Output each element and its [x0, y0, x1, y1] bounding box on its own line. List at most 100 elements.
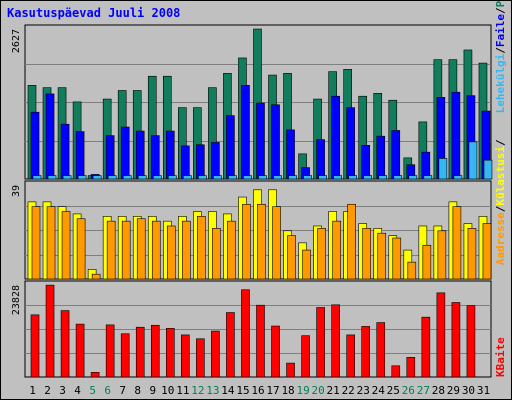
bar-middle-aadresse-24 [377, 232, 387, 280]
bar-top-faile-27 [421, 151, 431, 180]
bar-middle-aadresse-1 [31, 206, 41, 280]
bar-top-lehek-lgi-14 [228, 175, 237, 180]
x-tick-label-4: 4 [74, 384, 81, 397]
bar-top-lehek-lgi-23 [363, 175, 373, 180]
bar-bottom-kbaite-29 [451, 302, 461, 378]
bar-top-lehek-lgi-9 [152, 175, 162, 180]
legend-item-k-lastusi: Külastusi [494, 146, 507, 206]
bar-bottom-kbaite-7 [120, 333, 130, 378]
bar-bottom-kbaite-20 [316, 307, 325, 378]
bar-top-lehek-lgi-12 [198, 175, 207, 180]
bar-middle-aadresse-22 [347, 203, 356, 280]
bar-top-lehek-lgi-26 [408, 175, 418, 180]
bar-top-faile-7 [120, 126, 130, 180]
x-tick-label-12: 12 [191, 384, 204, 397]
bar-top-lehek-lgi-7 [122, 175, 132, 180]
bar-middle-aadresse-6 [106, 220, 116, 280]
x-tick-label-18: 18 [281, 384, 294, 397]
bar-top-faile-6 [105, 135, 115, 180]
bar-top-faile-21 [331, 95, 340, 180]
x-tick-label-16: 16 [251, 384, 264, 397]
bar-bottom-kbaite-9 [150, 324, 160, 378]
bar-top-lehek-lgi-25 [393, 175, 403, 180]
bar-middle-aadresse-12 [197, 216, 206, 280]
bar-top-faile-13 [211, 142, 220, 180]
bar-top-lehek-lgi-6 [107, 175, 117, 180]
x-tick-label-2: 2 [44, 384, 51, 397]
bar-bottom-kbaite-21 [331, 304, 340, 378]
x-tick-label-22: 22 [342, 384, 355, 397]
bar-top-lehek-lgi-28 [438, 158, 448, 180]
bar-bottom-kbaite-14 [226, 312, 235, 378]
bar-top-faile-15 [241, 85, 250, 180]
bar-middle-aadresse-26 [407, 261, 417, 280]
bar-top-faile-24 [376, 135, 386, 180]
bar-top-lehek-lgi-21 [333, 175, 342, 180]
bar-top-faile-29 [451, 91, 461, 180]
bar-middle-aadresse-18 [287, 235, 296, 280]
x-tick-label-9: 9 [149, 384, 156, 397]
bar-top-faile-8 [135, 130, 145, 180]
bar-bottom-kbaite-24 [376, 322, 386, 378]
bar-top-faile-14 [226, 115, 235, 180]
bar-middle-aadresse-19 [302, 249, 311, 280]
bar-middle-aadresse-25 [392, 237, 402, 280]
bar-middle-aadresse-14 [227, 220, 236, 280]
legend-item-aadresse: Aadresse [494, 212, 507, 265]
bar-top-lehek-lgi-20 [318, 175, 327, 180]
bar-bottom-kbaite-4 [75, 323, 85, 378]
x-tick-label-3: 3 [59, 384, 66, 397]
x-tick-label-24: 24 [372, 384, 386, 397]
bar-middle-aadresse-9 [151, 220, 161, 280]
bar-top-lehek-lgi-29 [453, 175, 463, 180]
y-axis-label-middle: 39 [11, 185, 22, 197]
bar-middle-aadresse-15 [242, 203, 251, 280]
legend-item-faile: Faile [494, 14, 507, 47]
bar-middle-aadresse-8 [136, 218, 146, 280]
chart-title: Kasutuspäevad Juuli 2008 [7, 6, 181, 20]
x-tick-label-6: 6 [104, 384, 111, 397]
bar-middle-aadresse-4 [76, 218, 86, 280]
bar-middle-aadresse-3 [61, 211, 71, 280]
bar-top-faile-1 [30, 111, 40, 180]
bar-top-faile-20 [316, 139, 325, 180]
bar-top-faile-23 [361, 145, 371, 180]
bar-bottom-kbaite-2 [45, 284, 55, 378]
bar-bottom-kbaite-5 [90, 372, 100, 378]
bar-top-lehek-lgi-27 [423, 175, 433, 180]
bar-bottom-kbaite-6 [105, 324, 115, 378]
bar-top-lehek-lgi-22 [348, 175, 357, 180]
bar-top-lehek-lgi-13 [213, 175, 222, 180]
bar-bottom-kbaite-17 [271, 325, 280, 378]
legend-separator: / [494, 47, 507, 54]
bar-top-lehek-lgi-11 [183, 175, 192, 180]
bar-middle-aadresse-2 [46, 206, 56, 280]
x-tick-label-20: 20 [312, 384, 325, 397]
bar-middle-aadresse-30 [467, 228, 477, 280]
bar-bottom-kbaite-23 [361, 326, 371, 378]
bar-bottom-kbaite-13 [211, 330, 220, 378]
bar-top-lehek-lgi-1 [32, 175, 42, 180]
bar-bottom-kbaite-16 [256, 304, 265, 378]
bar-top-faile-22 [346, 107, 355, 180]
bar-top-faile-17 [271, 104, 280, 180]
x-tick-label-29: 29 [447, 384, 460, 397]
x-tick-label-19: 19 [296, 384, 309, 397]
bar-top-faile-16 [256, 102, 265, 180]
bar-middle-aadresse-5 [91, 273, 101, 280]
x-tick-label-21: 21 [327, 384, 340, 397]
bar-bottom-kbaite-22 [346, 334, 355, 378]
bar-top-faile-12 [196, 144, 205, 180]
bar-top-faile-10 [165, 130, 175, 180]
x-tick-label-5: 5 [89, 384, 96, 397]
bar-top-faile-3 [60, 123, 70, 180]
y-axis-label-top: 2627 [11, 29, 22, 53]
bar-middle-aadresse-21 [332, 220, 341, 280]
bar-top-lehek-lgi-16 [258, 175, 267, 180]
bar-top-lehek-lgi-2 [47, 175, 57, 180]
bar-top-faile-11 [181, 145, 190, 180]
bar-bottom-kbaite-8 [135, 326, 145, 378]
bar-bottom-kbaite-3 [60, 310, 70, 378]
x-tick-label-7: 7 [119, 384, 126, 397]
